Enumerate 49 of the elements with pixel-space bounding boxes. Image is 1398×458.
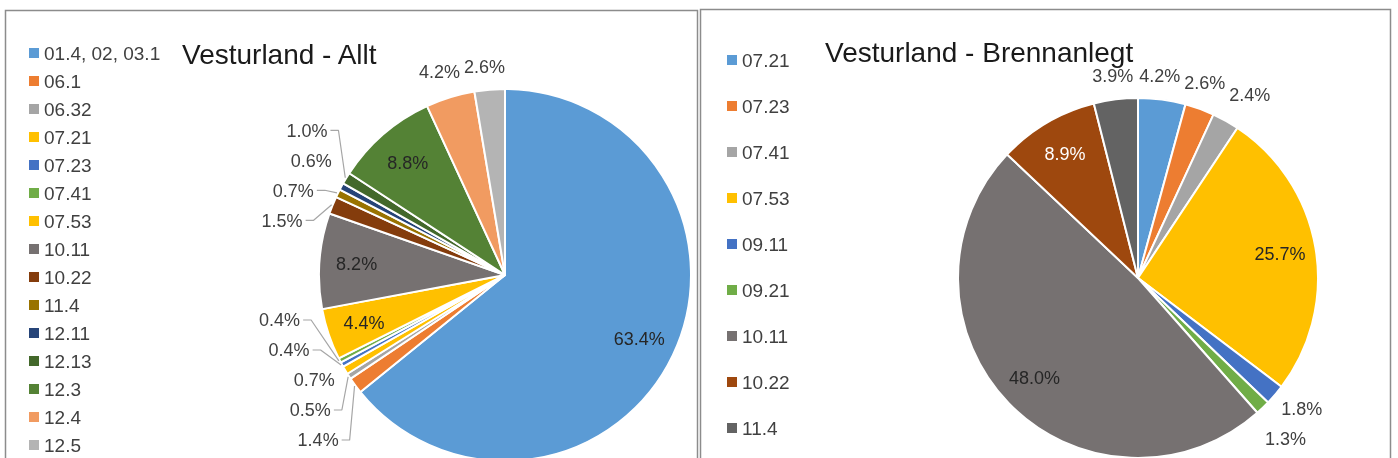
- legend-label: 12.4: [44, 407, 82, 428]
- data-label: 0.4%: [268, 340, 310, 361]
- data-label: 48.0%: [1009, 368, 1061, 389]
- data-label: 1.4%: [297, 430, 339, 451]
- legend-label: 07.53: [44, 211, 92, 232]
- data-label: 2.4%: [1229, 85, 1271, 106]
- legend-label: 07.23: [742, 96, 790, 117]
- legend-label: 01.4, 02, 03.1: [44, 43, 161, 64]
- data-label: 1.0%: [286, 120, 328, 141]
- legend-label: 07.21: [742, 50, 790, 71]
- legend-label: 07.41: [44, 183, 92, 204]
- legend-label: 07.41: [742, 142, 790, 163]
- data-label: 1.3%: [1265, 429, 1307, 450]
- data-label: 4.2%: [1139, 66, 1181, 87]
- data-label: 0.7%: [293, 370, 335, 391]
- legend-label: 10.22: [742, 372, 790, 393]
- data-label: 4.4%: [343, 312, 385, 333]
- legend-label: 12.11: [44, 323, 91, 344]
- data-label: 4.2%: [418, 62, 460, 83]
- data-label: 0.4%: [259, 310, 301, 331]
- data-label: 8.9%: [1044, 144, 1086, 165]
- data-label: 1.8%: [1281, 399, 1323, 420]
- legend-label: 07.23: [44, 155, 92, 176]
- data-label: 1.5%: [261, 210, 303, 231]
- legend-label: 11.4: [742, 418, 778, 439]
- data-label: 25.7%: [1254, 244, 1306, 265]
- data-label: 2.6%: [1184, 73, 1226, 94]
- legend-label: 10.11: [742, 326, 789, 347]
- legend-label: 09.21: [742, 280, 790, 301]
- data-label: 0.7%: [272, 180, 314, 201]
- legend-label: 11.4: [44, 295, 80, 316]
- data-label: 63.4%: [613, 329, 665, 350]
- data-label: 8.2%: [336, 253, 378, 274]
- legend-label: 06.1: [44, 71, 81, 92]
- legend-label: 10.11: [44, 239, 91, 260]
- data-label: 8.8%: [387, 152, 429, 173]
- legend-label: 07.21: [44, 127, 92, 148]
- legend-label: 06.32: [44, 99, 92, 120]
- legend-label: 12.3: [44, 379, 81, 400]
- chart-title: Vesturland - Brennanlegt: [825, 37, 1134, 68]
- data-label: 0.6%: [290, 150, 332, 171]
- legend-label: 09.11: [742, 234, 789, 255]
- data-label: 0.5%: [289, 400, 331, 421]
- chart-title: Vesturland - Allt: [182, 39, 377, 70]
- legend-label: 12.5: [44, 435, 81, 456]
- data-label: 2.6%: [463, 57, 505, 78]
- legend-label: 12.13: [44, 351, 92, 372]
- legend-label: 07.53: [742, 188, 790, 209]
- legend-label: 10.22: [44, 267, 92, 288]
